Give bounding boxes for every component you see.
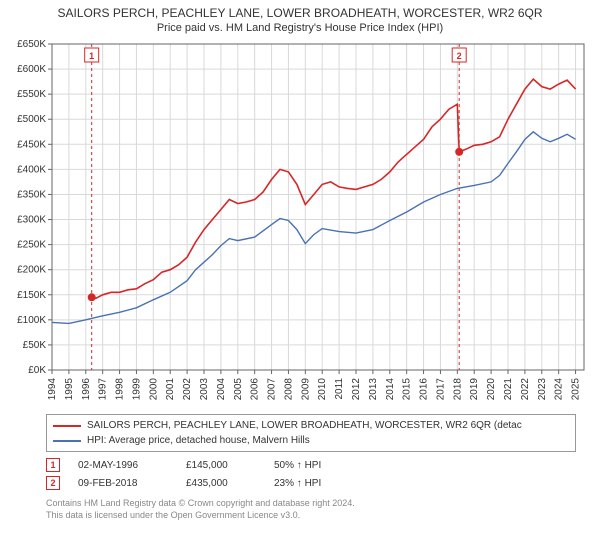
svg-text:2015: 2015 [402,378,413,401]
event-pct-0: 50% ↑ HPI [274,460,364,471]
svg-text:1997: 1997 [98,378,109,401]
legend-label-0: SAILORS PERCH, PEACHLEY LANE, LOWER BROA… [87,420,522,431]
svg-text:2019: 2019 [469,378,480,401]
svg-text:2016: 2016 [419,378,430,401]
svg-text:2017: 2017 [435,378,446,401]
chart-svg: £0K £50K £100K £150K £200K £250K £300K £350K £40… [6,38,594,408]
svg-text:£50K: £50K [23,340,47,351]
event-date-1: 09-FEB-2018 [78,478,168,489]
svg-text:2022: 2022 [520,378,531,401]
legend: SAILORS PERCH, PEACHLEY LANE, LOWER BROA… [46,414,576,452]
footer-line-1: Contains HM Land Registry data © Crown c… [46,498,576,510]
legend-item-0: SAILORS PERCH, PEACHLEY LANE, LOWER BROA… [53,418,569,433]
legend-swatch-1 [53,440,81,442]
event-date-0: 02-MAY-1996 [78,460,168,471]
svg-text:1996: 1996 [81,378,92,401]
event-price-1: £435,000 [186,478,256,489]
event-pct-1: 23% ↑ HPI [274,478,364,489]
svg-text:2012: 2012 [351,378,362,401]
svg-text:£500K: £500K [17,114,46,125]
svg-text:1995: 1995 [64,378,75,401]
footer-line-2: This data is licensed under the Open Gov… [46,510,576,522]
svg-text:£0K: £0K [28,365,46,376]
svg-text:£650K: £650K [17,39,46,50]
svg-text:£350K: £350K [17,189,46,200]
svg-text:2002: 2002 [182,378,193,401]
svg-text:£300K: £300K [17,215,46,226]
svg-text:2000: 2000 [148,378,159,401]
svg-text:2010: 2010 [317,378,328,401]
svg-text:2020: 2020 [486,378,497,401]
svg-text:2: 2 [457,51,462,61]
svg-text:2018: 2018 [452,378,463,401]
svg-text:2001: 2001 [165,378,176,401]
svg-text:2003: 2003 [199,378,210,401]
svg-text:2006: 2006 [250,378,261,401]
svg-text:£450K: £450K [17,139,46,150]
legend-label-1: HPI: Average price, detached house, Malv… [87,435,310,446]
svg-text:1999: 1999 [131,378,142,401]
chart-container: SAILORS PERCH, PEACHLEY LANE, LOWER BROA… [0,0,600,560]
svg-text:1994: 1994 [47,378,58,401]
svg-text:2009: 2009 [300,378,311,401]
svg-text:1998: 1998 [115,378,126,401]
svg-text:1: 1 [89,51,94,61]
legend-item-1: HPI: Average price, detached house, Malv… [53,433,569,448]
svg-text:2004: 2004 [216,378,227,401]
svg-text:2011: 2011 [334,378,345,400]
event-row-1: 2 09-FEB-2018 £435,000 23% ↑ HPI [46,474,576,492]
event-row-0: 1 02-MAY-1996 £145,000 50% ↑ HPI [46,456,576,474]
svg-text:£550K: £550K [17,89,46,100]
chart-title: SAILORS PERCH, PEACHLEY LANE, LOWER BROA… [6,6,594,20]
footer-attribution: Contains HM Land Registry data © Crown c… [46,498,576,521]
event-marker-1: 2 [46,476,60,490]
svg-text:£100K: £100K [17,315,46,326]
svg-text:2025: 2025 [571,378,582,401]
svg-text:2008: 2008 [283,378,294,401]
events-table: 1 02-MAY-1996 £145,000 50% ↑ HPI 2 09-FE… [46,456,576,492]
chart-subtitle: Price paid vs. HM Land Registry's House … [6,22,594,34]
svg-text:£400K: £400K [17,164,46,175]
event-price-0: £145,000 [186,460,256,471]
svg-text:£200K: £200K [17,265,46,276]
svg-text:2021: 2021 [503,378,514,401]
event-marker-0: 1 [46,458,60,472]
svg-text:2013: 2013 [368,378,379,401]
svg-text:2007: 2007 [267,378,278,401]
svg-text:2014: 2014 [385,378,396,401]
svg-text:2024: 2024 [554,378,565,401]
svg-text:£150K: £150K [17,290,46,301]
legend-swatch-0 [53,425,81,427]
svg-text:2005: 2005 [233,378,244,401]
svg-text:£250K: £250K [17,240,46,251]
svg-text:£600K: £600K [17,64,46,75]
svg-text:2023: 2023 [537,378,548,401]
chart-plot-area: £0K £50K £100K £150K £200K £250K £300K £350K £40… [6,38,594,408]
